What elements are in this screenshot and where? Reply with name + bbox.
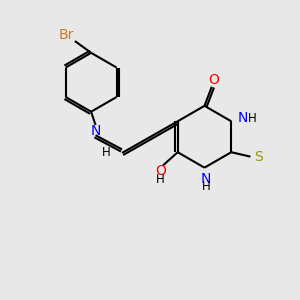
Text: N: N (237, 111, 248, 125)
Text: N: N (201, 172, 211, 186)
Text: O: O (208, 73, 219, 87)
Text: H: H (202, 180, 210, 193)
Text: H: H (248, 112, 257, 125)
Text: H: H (102, 146, 111, 159)
Text: S: S (254, 150, 263, 164)
Text: Br: Br (58, 28, 74, 42)
Text: O: O (155, 164, 166, 178)
Text: N: N (90, 124, 101, 138)
Text: H: H (156, 173, 165, 186)
